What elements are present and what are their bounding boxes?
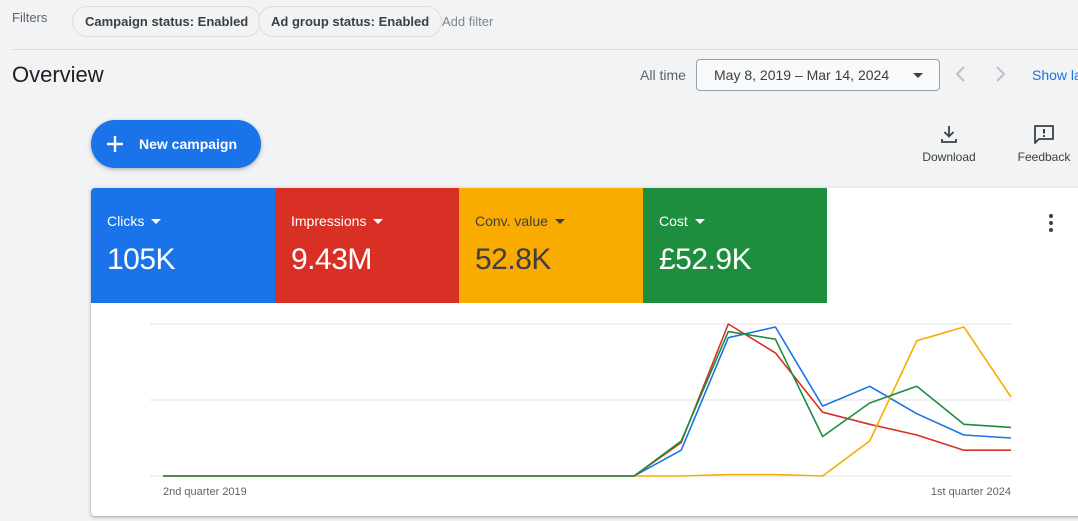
dropdown-arrow-icon[interactable]: [694, 218, 705, 224]
feedback-label: Feedback: [1017, 150, 1071, 164]
metric-value: 9.43M: [291, 243, 372, 276]
metric-value: 105K: [107, 243, 176, 276]
metric-name: Cost: [659, 213, 688, 229]
date-range-select[interactable]: May 8, 2019 – Mar 14, 2024: [696, 59, 940, 91]
series-line-cost: [163, 330, 1012, 477]
metric-label-impressions: Impressions: [291, 213, 384, 229]
show-link[interactable]: Show la: [1032, 67, 1078, 83]
filter-chip-ad-group-status[interactable]: Ad group status: Enabled: [258, 6, 443, 37]
new-campaign-button[interactable]: New campaign: [91, 120, 261, 168]
download-button[interactable]: Download: [920, 124, 978, 164]
metric-value: 52.8K: [475, 243, 551, 276]
metric-value: £52.9K: [659, 243, 752, 276]
metric-label-clicks: Clicks: [107, 213, 162, 229]
feedback-button[interactable]: Feedback: [1014, 124, 1074, 164]
chart-gridlines: [150, 323, 1011, 477]
chevron-left-icon[interactable]: [951, 63, 971, 85]
metric-name: Impressions: [291, 213, 367, 229]
dropdown-caret-icon: [913, 73, 923, 78]
performance-card: Clicks 105K Impressions 9.43M Conv. valu…: [91, 188, 1078, 516]
page-title: Overview: [12, 62, 104, 87]
metric-name: Clicks: [107, 213, 145, 229]
metric-tile-impressions[interactable]: Impressions 9.43M: [275, 188, 459, 303]
filter-divider: [12, 49, 1078, 50]
series-line-conv-value: [163, 326, 1012, 477]
series-line-clicks: [163, 326, 1012, 477]
new-campaign-label: New campaign: [139, 136, 238, 152]
date-range-value: May 8, 2019 – Mar 14, 2024: [714, 67, 890, 83]
filter-chip-campaign-status[interactable]: Campaign status: Enabled: [72, 6, 262, 37]
dropdown-arrow-icon[interactable]: [554, 218, 565, 224]
chevron-right-icon[interactable]: [990, 63, 1010, 85]
download-label: Download: [922, 150, 976, 164]
chart-series: [163, 323, 1012, 477]
metric-tile-clicks[interactable]: Clicks 105K: [91, 188, 275, 303]
x-tick-label-end: 1st quarter 2024: [931, 486, 1011, 498]
more-options-icon[interactable]: [1041, 212, 1061, 236]
plus-icon: [107, 136, 123, 152]
add-filter-button[interactable]: Add filter: [442, 14, 494, 29]
filters-label: Filters: [12, 10, 48, 25]
dropdown-arrow-icon[interactable]: [151, 218, 162, 224]
metric-label-conv-value: Conv. value: [475, 213, 565, 229]
metric-tile-conv-value[interactable]: Conv. value 52.8K: [459, 188, 643, 303]
x-tick-label-start: 2nd quarter 2019: [163, 486, 247, 498]
metric-name: Conv. value: [475, 213, 548, 229]
metric-label-cost: Cost: [659, 213, 705, 229]
feedback-icon: [1034, 125, 1054, 144]
metric-tile-cost[interactable]: Cost £52.9K: [643, 188, 827, 303]
date-range-preset-label: All time: [640, 67, 686, 83]
performance-line-chart: 2nd quarter 2019 1st quarter 2024: [150, 323, 1012, 498]
download-icon: [941, 126, 957, 143]
dropdown-arrow-icon[interactable]: [373, 218, 384, 224]
